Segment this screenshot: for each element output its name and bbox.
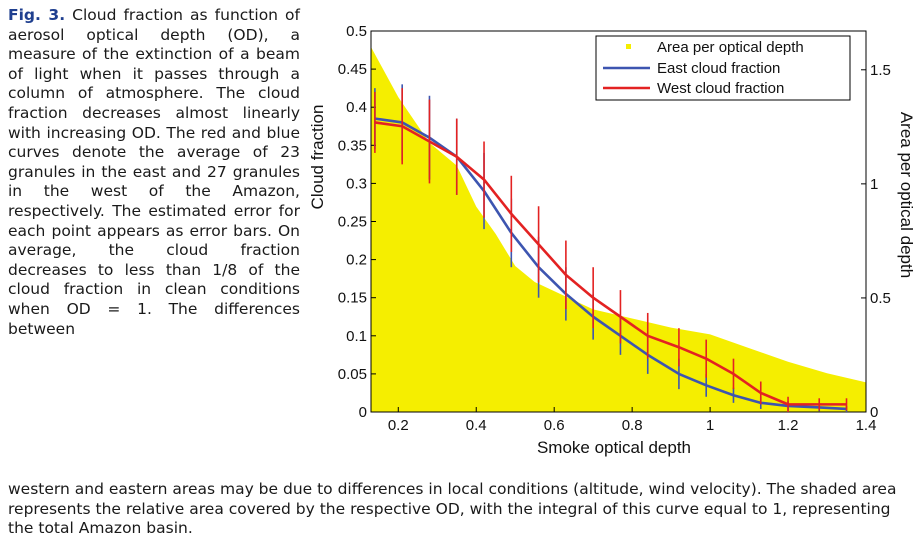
y-tick-label: 0 [359, 404, 367, 421]
y2-tick-label: 0.5 [870, 290, 891, 307]
legend-label-west: West cloud fraction [657, 80, 784, 97]
x-tick-label: 1 [706, 417, 714, 434]
y2-tick-label: 0 [870, 404, 878, 421]
x-tick-label: 1.2 [778, 417, 799, 434]
x-tick-label: 1.4 [856, 417, 877, 434]
y-tick-label: 0.05 [338, 366, 367, 383]
caption-bottom: western and eastern areas may be due to … [8, 480, 897, 538]
x-tick-label: 0.6 [544, 417, 565, 434]
y-tick-label: 0.45 [338, 61, 367, 78]
legend-label-east: East cloud fraction [657, 60, 780, 77]
y-tick-label: 0.1 [346, 328, 367, 345]
cloud-fraction-chart: 0 0.05 0.1 0.15 0.2 0.25 0.3 0.35 0.4 0.45 0.5 0.2 0… [308, 23, 916, 457]
y-tick-label: 0.25 [338, 214, 367, 231]
y-tick-label: 0.2 [346, 252, 367, 269]
legend: Area per optical depth East cloud fracti… [595, 35, 851, 101]
west-cloud-fraction-line [374, 121, 847, 406]
y-tick-label: 0.4 [346, 99, 367, 116]
x-tick-label: 0.4 [466, 417, 487, 434]
x-tick-label: 0.2 [388, 417, 409, 434]
caption-text-left: Cloud fraction as function of aerosol op… [8, 6, 300, 338]
plot-area: 0 0.05 0.1 0.15 0.2 0.25 0.3 0.35 0.4 0.45 0.5 0.2 0… [338, 23, 891, 434]
x-tick-label: 0.8 [622, 417, 643, 434]
y-tick-label: 0.15 [338, 290, 367, 307]
legend-label-area: Area per optical depth [657, 39, 804, 56]
legend-swatch-area [626, 44, 631, 49]
y-tick-label: 0.3 [346, 175, 367, 192]
y2-tick-label: 1 [870, 176, 878, 193]
area-per-od-shading [371, 46, 866, 412]
y2-tick-label: 1.5 [870, 62, 891, 79]
y-axis-label: Cloud fraction [308, 105, 327, 210]
caption-left: Fig. 3. Cloud fraction as function of ae… [8, 6, 300, 339]
figure-label: Fig. 3. [8, 6, 66, 24]
y-tick-label: 0.35 [338, 137, 367, 154]
y-tick-label: 0.5 [346, 23, 367, 40]
x-axis-label: Smoke optical depth [537, 438, 691, 457]
y2-axis-label: Area per optical depth [897, 112, 916, 278]
